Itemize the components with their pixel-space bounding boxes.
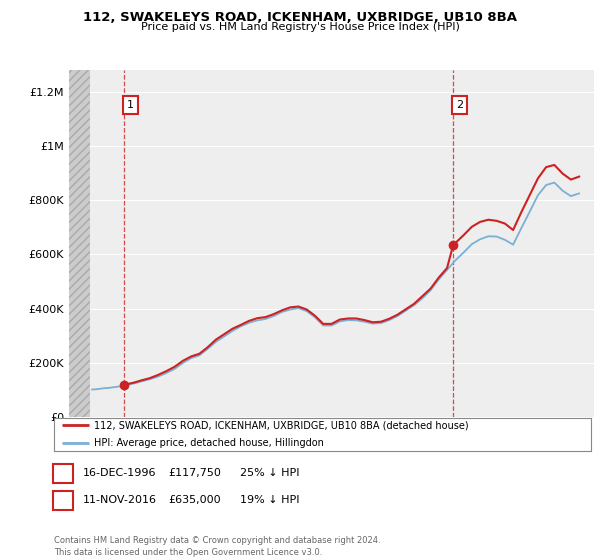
Text: Price paid vs. HM Land Registry's House Price Index (HPI): Price paid vs. HM Land Registry's House … xyxy=(140,22,460,32)
Text: 11-NOV-2016: 11-NOV-2016 xyxy=(83,494,157,505)
Text: 1: 1 xyxy=(127,100,134,110)
Text: 16-DEC-1996: 16-DEC-1996 xyxy=(83,468,156,478)
Text: HPI: Average price, detached house, Hillingdon: HPI: Average price, detached house, Hill… xyxy=(94,438,324,448)
Text: 2: 2 xyxy=(59,494,67,505)
Text: 19% ↓ HPI: 19% ↓ HPI xyxy=(240,494,299,505)
Bar xyxy=(69,70,91,417)
Text: 112, SWAKELEYS ROAD, ICKENHAM, UXBRIDGE, UB10 8BA: 112, SWAKELEYS ROAD, ICKENHAM, UXBRIDGE,… xyxy=(83,11,517,24)
Text: Contains HM Land Registry data © Crown copyright and database right 2024.
This d: Contains HM Land Registry data © Crown c… xyxy=(54,536,380,557)
Text: £635,000: £635,000 xyxy=(168,494,221,505)
Text: 25% ↓ HPI: 25% ↓ HPI xyxy=(240,468,299,478)
Text: 2: 2 xyxy=(455,100,463,110)
Text: 112, SWAKELEYS ROAD, ICKENHAM, UXBRIDGE, UB10 8BA (detached house): 112, SWAKELEYS ROAD, ICKENHAM, UXBRIDGE,… xyxy=(94,421,469,431)
Text: 1: 1 xyxy=(59,468,67,478)
Text: £117,750: £117,750 xyxy=(168,468,221,478)
